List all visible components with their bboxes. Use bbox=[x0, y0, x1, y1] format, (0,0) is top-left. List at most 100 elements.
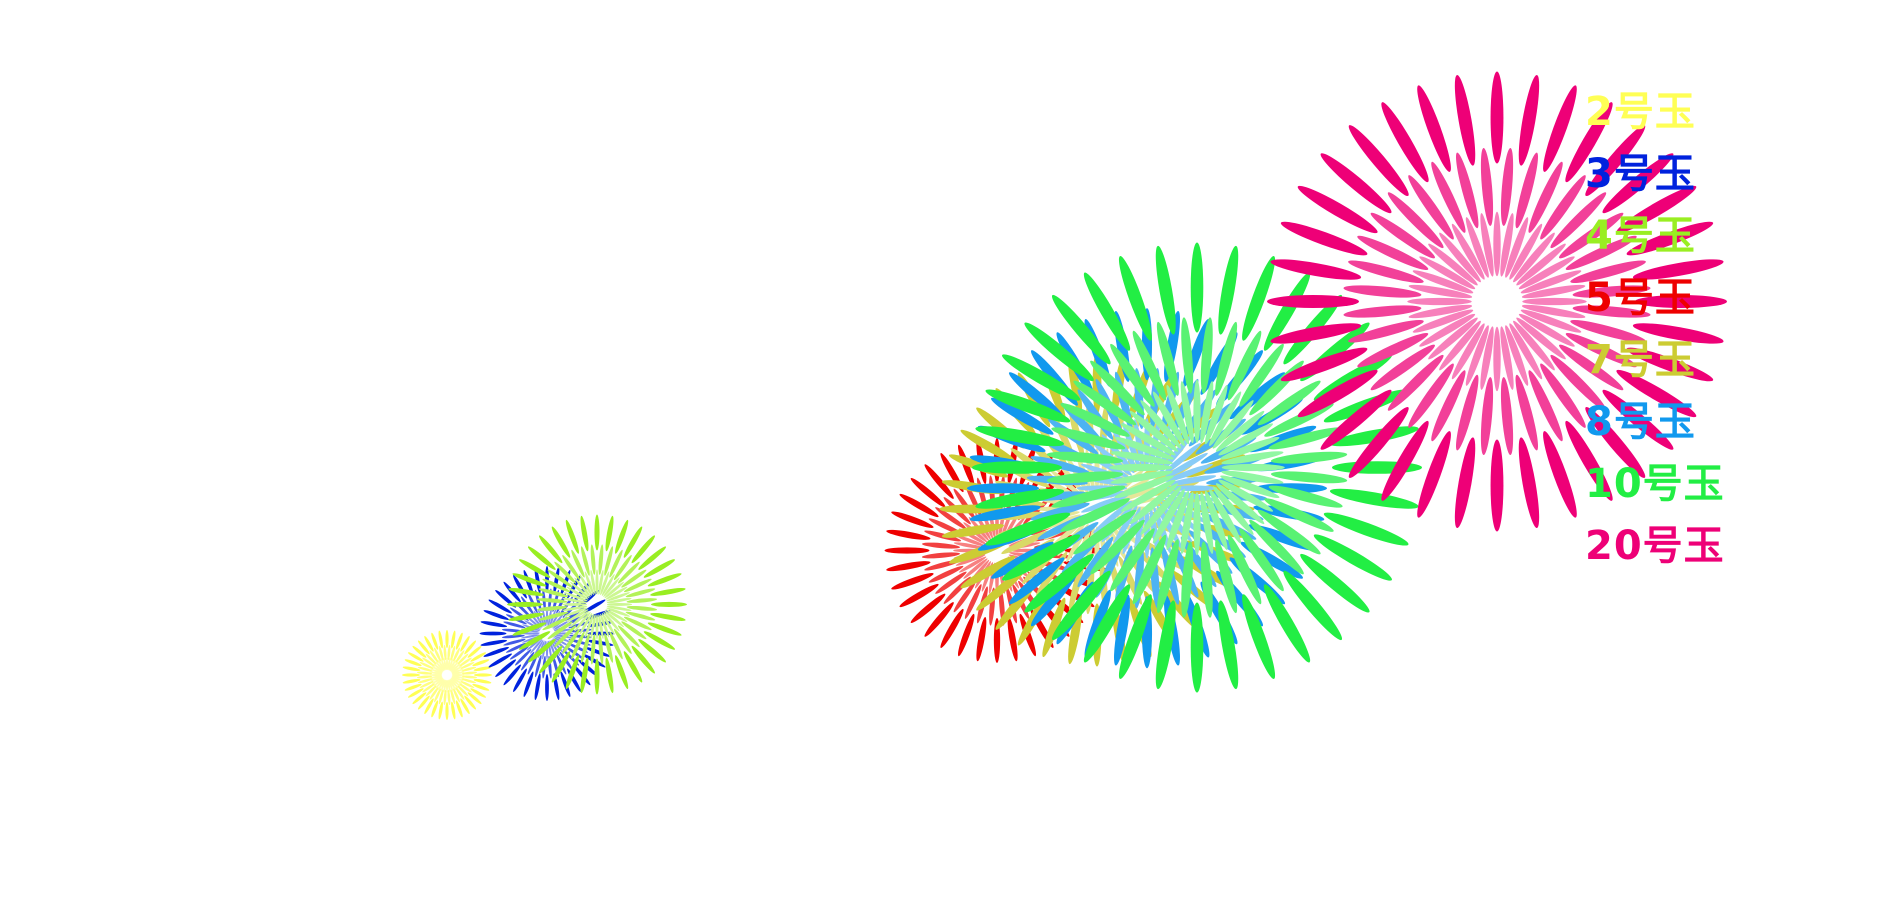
burst-petal bbox=[1543, 85, 1577, 172]
legend-item-6: 8号玉 bbox=[1585, 399, 1696, 445]
burst-petal bbox=[1521, 304, 1586, 319]
burst-petal bbox=[449, 679, 456, 691]
burst-petal bbox=[1572, 305, 1651, 318]
burst-petal bbox=[1270, 259, 1362, 280]
burst-petal bbox=[1077, 536, 1114, 588]
burst-petal bbox=[534, 655, 542, 678]
burst-petal bbox=[1348, 320, 1424, 343]
burst-petal bbox=[1093, 500, 1132, 534]
burst-petal bbox=[534, 673, 541, 700]
burst-petal bbox=[1221, 451, 1284, 465]
burst-petal bbox=[461, 671, 478, 675]
burst-petal bbox=[969, 505, 1041, 522]
burst-petal bbox=[520, 651, 535, 671]
burst-petal bbox=[1257, 509, 1321, 555]
burst-petal bbox=[647, 573, 682, 587]
burst-petal bbox=[1155, 600, 1176, 690]
burst-petal bbox=[1204, 385, 1228, 445]
burst-petal bbox=[1073, 380, 1137, 426]
burst-petal bbox=[429, 674, 443, 676]
burst-petal bbox=[921, 552, 961, 559]
burst-petal bbox=[985, 512, 1071, 546]
burst-petal bbox=[554, 625, 577, 648]
burst-petal bbox=[553, 620, 570, 630]
burst-petal bbox=[1164, 452, 1208, 479]
burst-petal bbox=[542, 578, 571, 593]
burst-petal bbox=[453, 688, 460, 703]
burst-petal bbox=[580, 515, 589, 552]
burst-petal bbox=[605, 609, 628, 623]
burst-petal bbox=[1454, 74, 1476, 166]
burst-petal bbox=[577, 659, 599, 678]
burst-petal bbox=[425, 685, 437, 697]
burst-petal bbox=[1200, 317, 1213, 394]
burst-petal bbox=[1602, 153, 1674, 214]
burst-petal bbox=[1297, 369, 1378, 418]
burst-petal bbox=[1218, 245, 1239, 335]
burst-petal bbox=[1110, 343, 1155, 407]
burst-petal bbox=[958, 556, 987, 573]
burst-petal bbox=[562, 605, 588, 611]
burst-petal bbox=[551, 651, 571, 683]
burst-petal bbox=[1480, 213, 1494, 277]
burst-petal bbox=[1408, 175, 1454, 240]
burst-petal bbox=[1270, 471, 1348, 484]
burst-petal bbox=[564, 592, 588, 602]
burst-petal bbox=[1280, 347, 1368, 382]
burst-petal bbox=[1218, 600, 1239, 690]
burst-petal bbox=[424, 698, 434, 715]
burst-petal bbox=[1493, 326, 1501, 392]
burst-petal bbox=[1428, 317, 1478, 360]
burst-petal bbox=[417, 695, 430, 710]
burst-petal bbox=[404, 683, 422, 691]
legend-item-2: 3号玉 bbox=[1585, 151, 1696, 197]
burst-petal bbox=[1565, 332, 1637, 368]
burst-petal bbox=[1585, 125, 1646, 197]
burst-petal bbox=[429, 675, 443, 679]
burst-petal bbox=[1051, 294, 1111, 365]
burst-petal bbox=[1540, 363, 1586, 428]
burst-petal bbox=[1357, 235, 1429, 271]
burst-petal bbox=[1227, 534, 1262, 605]
burst-petal bbox=[513, 668, 527, 692]
burst-petal bbox=[417, 640, 430, 655]
burst-petal bbox=[1008, 557, 1065, 605]
burst-petal bbox=[623, 578, 652, 593]
burst-petal bbox=[647, 622, 682, 636]
burst-petal bbox=[1166, 475, 1217, 486]
burst-petal bbox=[542, 607, 547, 627]
burst-petal bbox=[1270, 451, 1348, 464]
burst-petal bbox=[1212, 486, 1254, 535]
burst-petal bbox=[899, 583, 939, 608]
burst-petal bbox=[623, 616, 652, 631]
burst-petal bbox=[975, 426, 1065, 447]
burst-petal bbox=[1323, 512, 1409, 546]
burst-petal bbox=[1120, 423, 1176, 456]
burst-petal bbox=[402, 673, 420, 677]
burst-petal bbox=[1381, 420, 1429, 501]
burst-petal bbox=[443, 657, 447, 671]
burst-petal bbox=[455, 687, 465, 700]
burst-petal bbox=[402, 679, 421, 684]
burst-petal bbox=[419, 681, 434, 688]
burst-petal bbox=[972, 461, 1062, 474]
burst-petal bbox=[430, 668, 443, 674]
burst-petal bbox=[1454, 437, 1476, 529]
burst-petal bbox=[1181, 317, 1194, 394]
burst-petal bbox=[1522, 297, 1587, 306]
burst-petal bbox=[650, 587, 686, 596]
burst-petal bbox=[1480, 377, 1494, 456]
burst-petal bbox=[547, 569, 573, 588]
burst-petal bbox=[1218, 423, 1274, 456]
burst-petal bbox=[1114, 475, 1174, 499]
burst-petal bbox=[429, 671, 443, 675]
burst-petal bbox=[448, 679, 454, 692]
burst-petal bbox=[419, 662, 434, 669]
burst-petal bbox=[615, 519, 629, 554]
burst-petal bbox=[606, 603, 633, 606]
burst-petal bbox=[1626, 347, 1714, 382]
burst-petal bbox=[566, 586, 589, 600]
burst-petal bbox=[1518, 74, 1540, 166]
burst-petal bbox=[1166, 490, 1190, 550]
burst-petal bbox=[598, 614, 604, 640]
